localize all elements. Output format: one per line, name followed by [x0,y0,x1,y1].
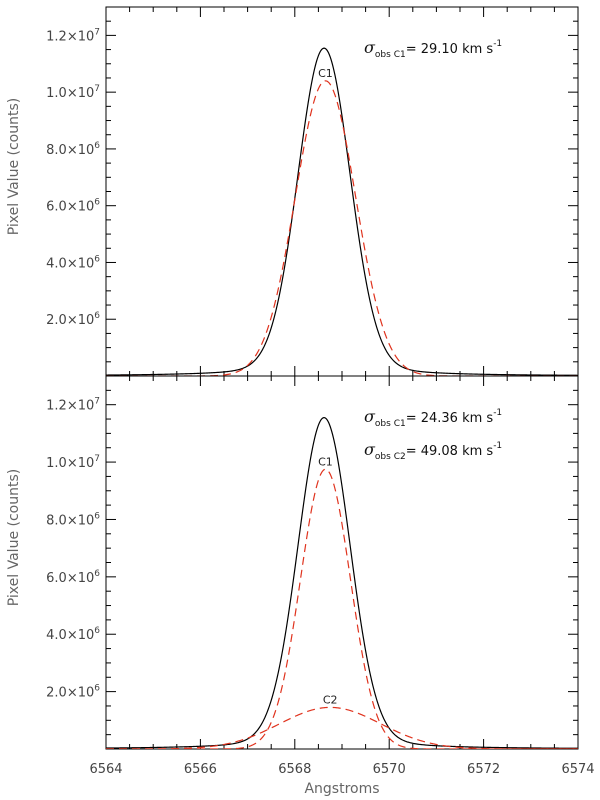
x-tick-label: 6574 [561,762,594,777]
y-tick-label: 1.2×107 [46,27,100,44]
y-tick-label: 4.0×106 [46,626,100,643]
panel-1: 2.0×106 4.0×106 6.0×106 8.0×106 1.0×107 1.2×1… [6,6,579,377]
y-axis-label: Pixel Value (counts) [6,469,22,606]
y-tick-label: 8.0×106 [46,141,100,158]
series-line-c1 [106,468,578,749]
x-tick-label: 6570 [373,762,406,777]
series-line-observed [106,417,578,749]
panel-2: 2.0×106 4.0×106 6.0×106 8.0×106 1.0×107 1.2×1… [6,375,595,797]
series-line-c1 [106,80,578,376]
component-label-c1: C1 [318,455,333,468]
component-label-c2: C2 [323,693,338,706]
y-tick-label: 4.0×106 [46,254,100,271]
y-tick-label: 1.2×107 [46,397,100,414]
series-line-observed [106,47,578,376]
series-line-c2 [106,706,578,749]
y-axis-label: Pixel Value (counts) [6,98,22,235]
y-tick-label: 1.0×107 [46,454,100,471]
y-tick-label: 6.0×106 [46,569,100,586]
x-axis-label: Angstroms [304,781,379,797]
y-tick-label: 8.0×106 [46,511,100,528]
x-tick-label: 6564 [89,762,122,777]
y-tick-label: 1.0×107 [46,84,100,101]
sigma-annotation: σobs C1= 29.10 km s-1 [364,38,502,60]
y-tick-label: 2.0×106 [46,311,100,328]
plot-frame [105,6,579,377]
x-tick-label: 6568 [278,762,311,777]
y-tick-label: 6.0×106 [46,198,100,215]
x-tick-label: 6566 [184,762,217,777]
component-label-c1: C1 [318,67,333,80]
sigma-annotation: σobs C1= 24.36 km s-1 [364,407,502,429]
plot-frame [105,375,579,750]
y-tick-label: 2.0×106 [46,684,100,701]
sigma-annotation: σobs C2= 49.08 km s-1 [364,440,502,462]
x-tick-label: 6572 [467,762,500,777]
